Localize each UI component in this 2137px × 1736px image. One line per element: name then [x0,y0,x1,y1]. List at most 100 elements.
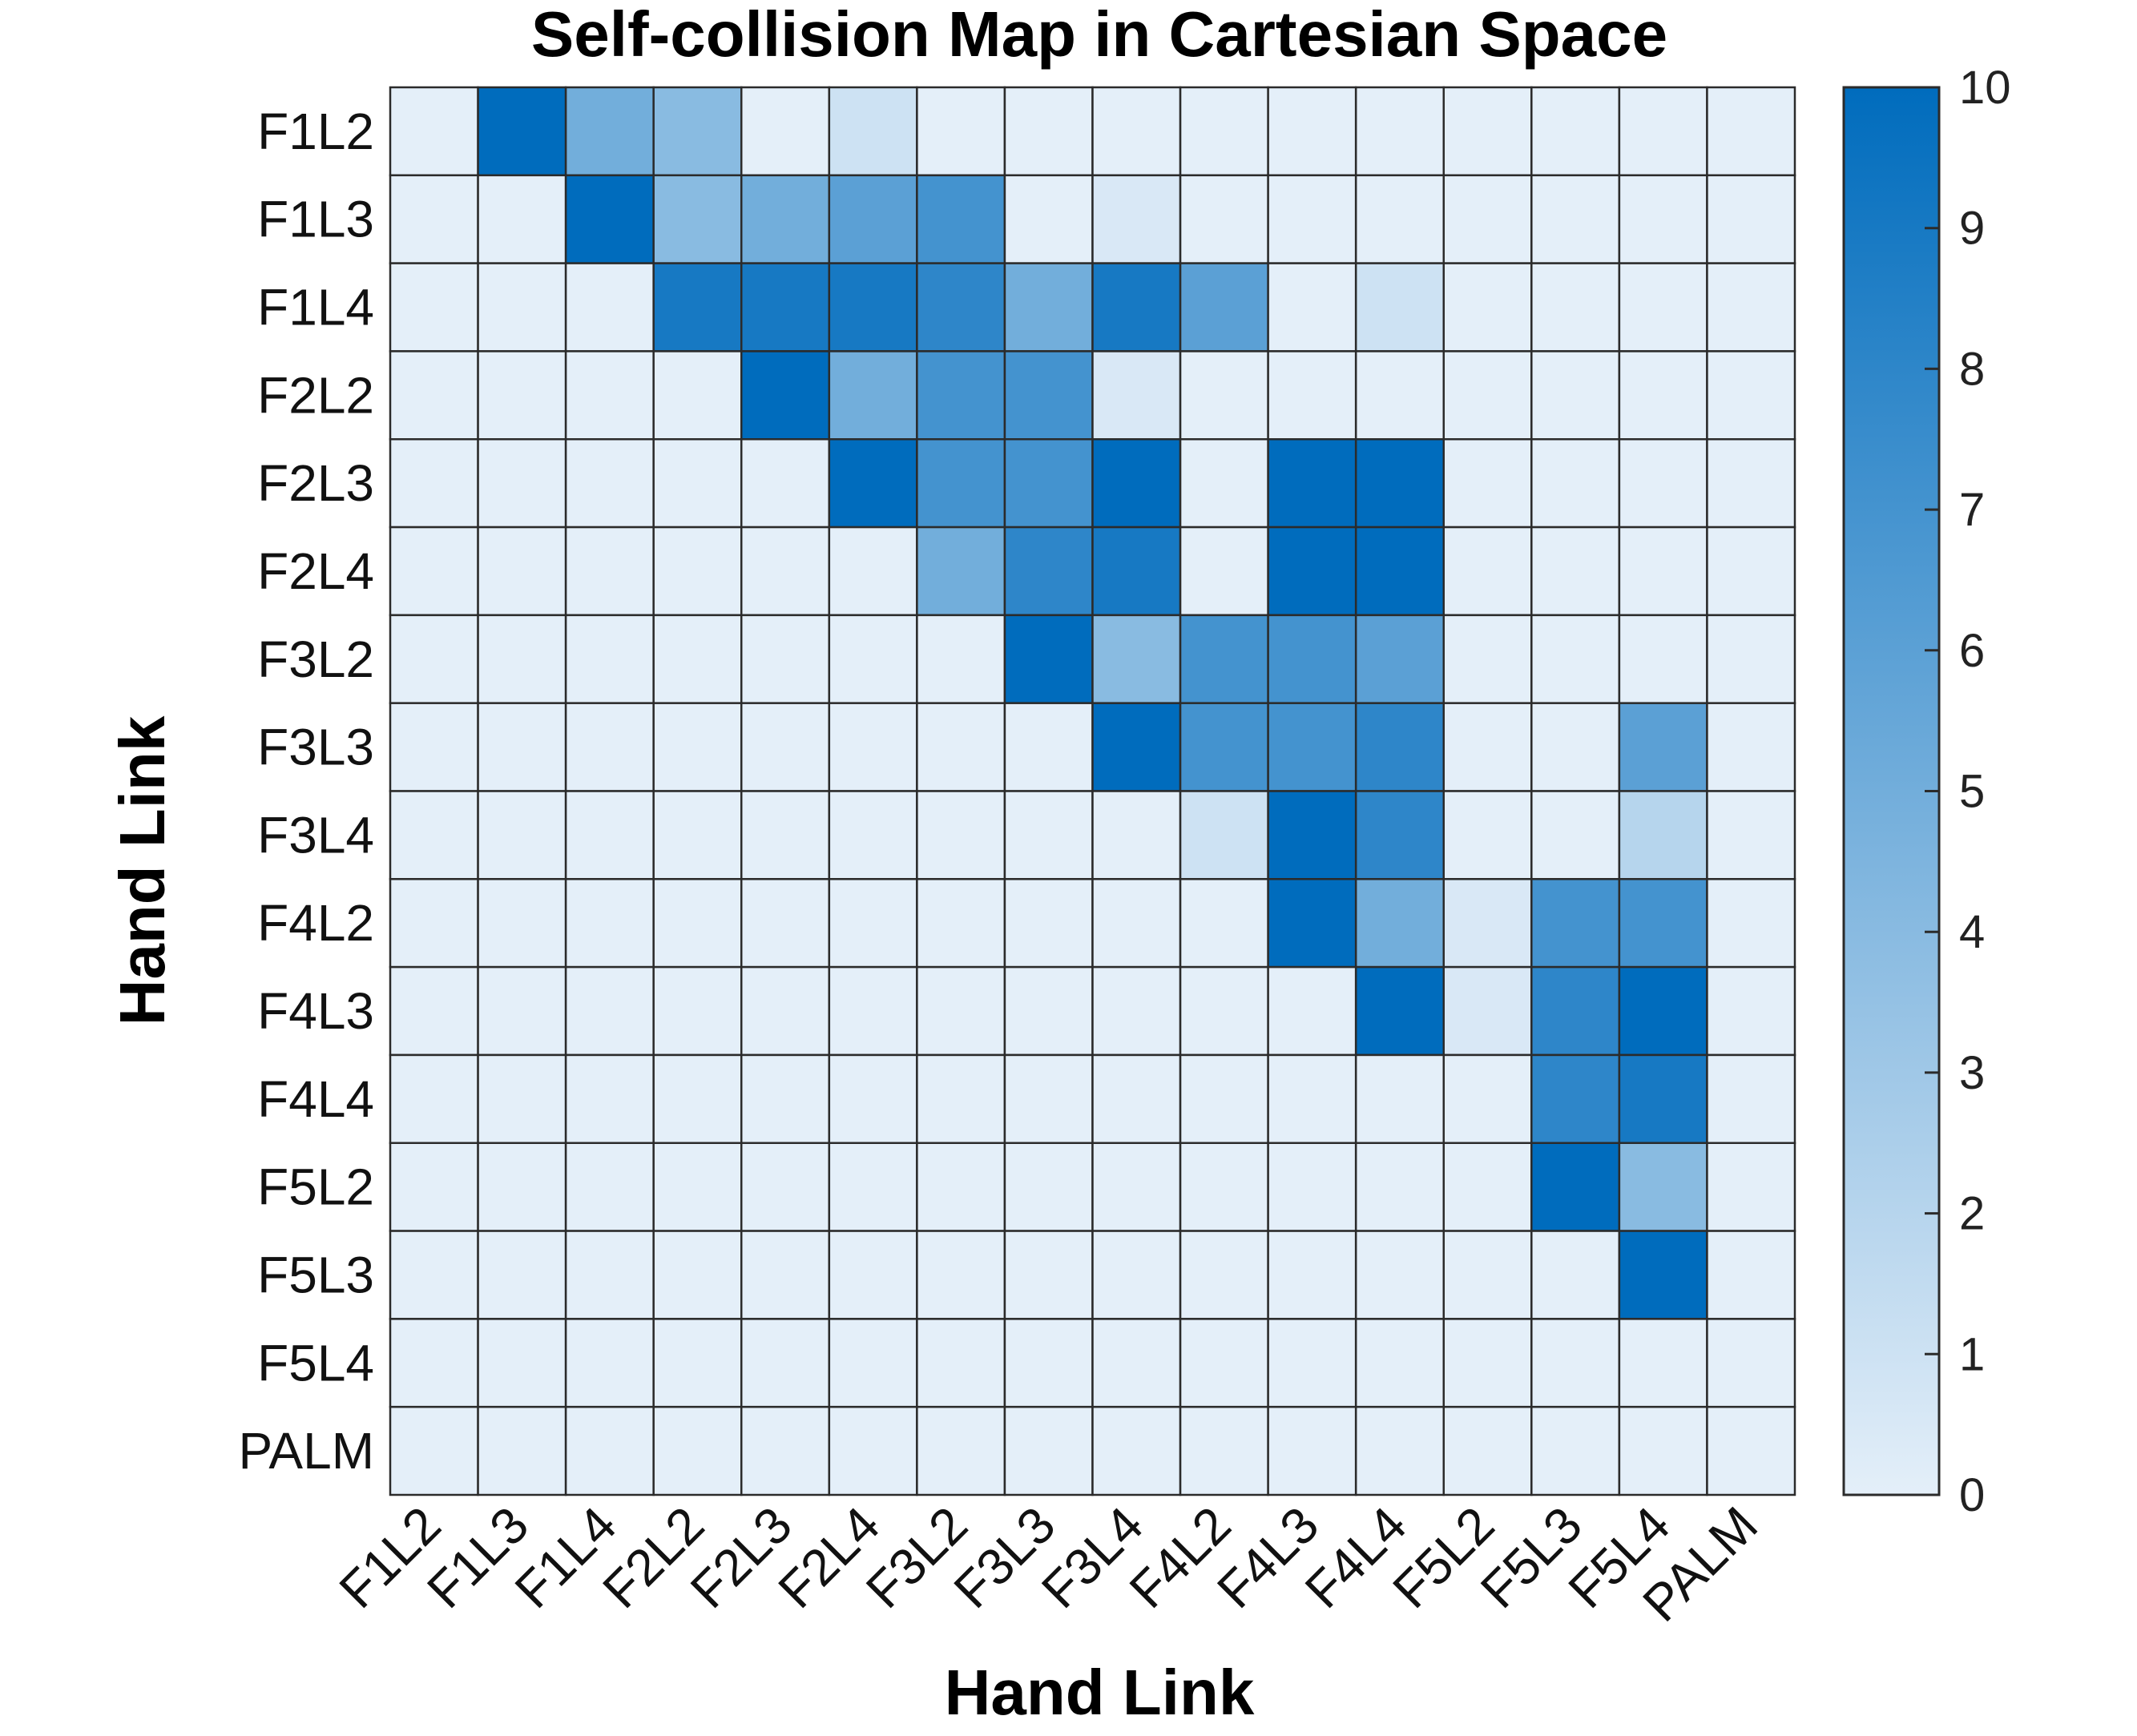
y-tick-label: F5L3 [257,1246,374,1303]
heatmap-cell-f5l2-f1l2 [389,1142,479,1232]
heatmap-cell-f5l3-f4l4 [1354,1230,1445,1320]
y-tick-label: F3L2 [257,630,374,688]
heatmap-cell-f1l3-f2l3 [740,174,831,264]
heatmap-cell-f1l3-f5l4 [1618,174,1708,264]
heatmap-cell-f4l2-f5l4 [1618,878,1708,969]
heatmap-cell-f1l4-f2l3 [740,262,831,352]
heatmap-cell-f2l2-f1l3 [477,350,567,441]
heatmap-cell-f3l3-f1l4 [564,702,655,792]
heatmap-cell-f3l2-f5l4 [1618,614,1708,704]
colorbar-tick-label: 3 [1959,1047,1985,1099]
heatmap-cell-f4l4-f5l2 [1442,1053,1533,1144]
heatmap-cell-f5l3-f4l2 [1179,1230,1269,1320]
heatmap-cell-f2l3-f5l2 [1442,438,1533,529]
heatmap-cell-f2l3-f1l3 [477,438,567,529]
heatmap-cell-f4l2-f4l2 [1179,878,1269,969]
heatmap-cell-f1l2-f5l3 [1530,86,1621,177]
heatmap-cell-f4l3-palm [1706,965,1796,1057]
heatmap-cell-f1l4-f2l4 [828,262,918,352]
heatmap-cell-f5l4-f3l2 [916,1318,1006,1408]
colorbar-tick-label: 10 [1959,62,2011,114]
heatmap-cell-f1l2-f2l4 [828,86,918,177]
heatmap-cell-f2l3-f3l4 [1091,438,1182,529]
heatmap-cell-f5l2-f3l4 [1091,1142,1182,1232]
heatmap-cell-f3l2-f4l4 [1354,614,1445,704]
heatmap-cell-f5l3-f2l4 [828,1230,918,1320]
heatmap-cell-f3l3-f5l3 [1530,702,1621,792]
y-tick-label: F3L4 [257,806,374,864]
heatmap-cell-f1l2-f3l3 [1003,86,1094,177]
heatmap-cell-f5l3-f1l4 [564,1230,655,1320]
heatmap-cell-f4l3-f3l2 [916,965,1006,1057]
heatmap-cell-f2l2-f3l3 [1003,350,1094,441]
heatmap-cell-f3l3-f3l4 [1091,702,1182,792]
heatmap-cell-f3l4-f4l3 [1267,790,1357,880]
heatmap-cell-f1l2-palm [1706,86,1796,177]
heatmap-cell-f5l2-f1l4 [564,1142,655,1232]
heatmap-cell-f3l4-f2l3 [740,790,831,880]
heatmap-cell-f4l4-f2l2 [652,1053,743,1144]
heatmap-cell-f3l4-f5l4 [1618,790,1708,880]
heatmap-cell-f4l4-f4l2 [1179,1053,1269,1144]
heatmap-cell-palm-f5l4 [1618,1405,1708,1496]
heatmap-cell-f4l4-f4l4 [1354,1053,1445,1144]
heatmap-cell-f5l3-palm [1706,1230,1796,1320]
heatmap-cell-f4l3-f5l3 [1530,965,1621,1057]
colorbar: 0 1 2 3 4 5 6 7 8 9 10 [1842,62,2011,1521]
heatmap-cell-f2l4-palm [1706,526,1796,617]
heatmap-cell-f5l4-f4l4 [1354,1318,1445,1408]
heatmap-cell-f2l2-f1l4 [564,350,655,441]
heatmap-cell-f4l4-f1l2 [389,1053,479,1144]
heatmap-cell-f3l2-f1l4 [564,614,655,704]
heatmap-cell-f1l4-f1l3 [477,262,567,352]
heatmap-cell-palm-f3l2 [916,1405,1006,1496]
heatmap-cell-f2l2-palm [1706,350,1796,441]
heatmap-cell-f3l4-f3l2 [916,790,1006,880]
heatmap-cell-f1l3-f1l2 [389,174,479,264]
heatmap-cell-f5l3-f5l4 [1618,1230,1708,1320]
heatmap-cell-f2l4-f5l2 [1442,526,1533,617]
heatmap-cell-f2l2-f4l2 [1179,350,1269,441]
heatmap-cell-f5l2-f2l4 [828,1142,918,1232]
heatmap-cell-f1l3-f5l2 [1442,174,1533,264]
heatmap-cell-f3l3-f5l4 [1618,702,1708,792]
heatmap-cell-f5l3-f1l2 [389,1230,479,1320]
heatmap-cell-f2l3-palm [1706,438,1796,529]
heatmap-cell-f1l2-f5l4 [1618,86,1708,177]
heatmap-cell-f3l4-f1l4 [564,790,655,880]
heatmap-cell-f2l2-f4l4 [1354,350,1445,441]
heatmap-cell-palm-f1l3 [477,1405,567,1496]
heatmap-cell-f4l2-f1l4 [564,878,655,969]
heatmap-cell-f2l2-f2l4 [828,350,918,441]
heatmap-cell-f3l2-f3l2 [916,614,1006,704]
heatmap-cell-f5l3-f5l3 [1530,1230,1621,1320]
heatmap-cell-f2l2-f4l3 [1267,350,1357,441]
heatmap-cell-f1l4-f5l2 [1442,262,1533,352]
heatmap-cell-f2l3-f4l3 [1267,438,1357,529]
y-tick-label: F4L2 [257,894,374,952]
heatmap-cell-f3l2-f1l3 [477,614,567,704]
heatmap-cell-f1l3-f4l2 [1179,174,1269,264]
heatmap-cell-f5l2-f2l3 [740,1142,831,1232]
heatmap-cell-f2l3-f2l4 [828,438,918,529]
heatmap-cell-f3l2-f5l2 [1442,614,1533,704]
heatmap-cell-f5l2-palm [1706,1142,1796,1232]
heatmap-cell-f5l2-f5l2 [1442,1142,1533,1232]
heatmap-cell-f1l4-f1l4 [564,262,655,352]
heatmap-cell-f2l2-f5l2 [1442,350,1533,441]
heatmap-cell-f4l3-f4l2 [1179,965,1269,1057]
y-tick-label: F5L4 [257,1334,374,1392]
colorbar-tick-label: 9 [1959,203,1985,255]
colorbar-tick-label: 4 [1959,906,1985,958]
heatmap-cell-f2l2-f1l2 [389,350,479,441]
heatmap-cell-f5l3-f3l3 [1003,1230,1094,1320]
heatmap-cell-f1l3-f3l2 [916,174,1006,264]
heatmap-cell-f4l3-f1l3 [477,965,567,1057]
heatmap-cell-f3l2-f4l3 [1267,614,1357,704]
heatmap-cell-f1l3-f5l3 [1530,174,1621,264]
heatmap-cell-f3l4-f1l2 [389,790,479,880]
heatmap-cell-f5l4-palm [1706,1318,1796,1408]
y-axis-label: Hand Link [107,715,178,1025]
heatmap-cell-f1l4-f3l4 [1091,262,1182,352]
heatmap-cell-f4l3-f2l2 [652,965,743,1057]
